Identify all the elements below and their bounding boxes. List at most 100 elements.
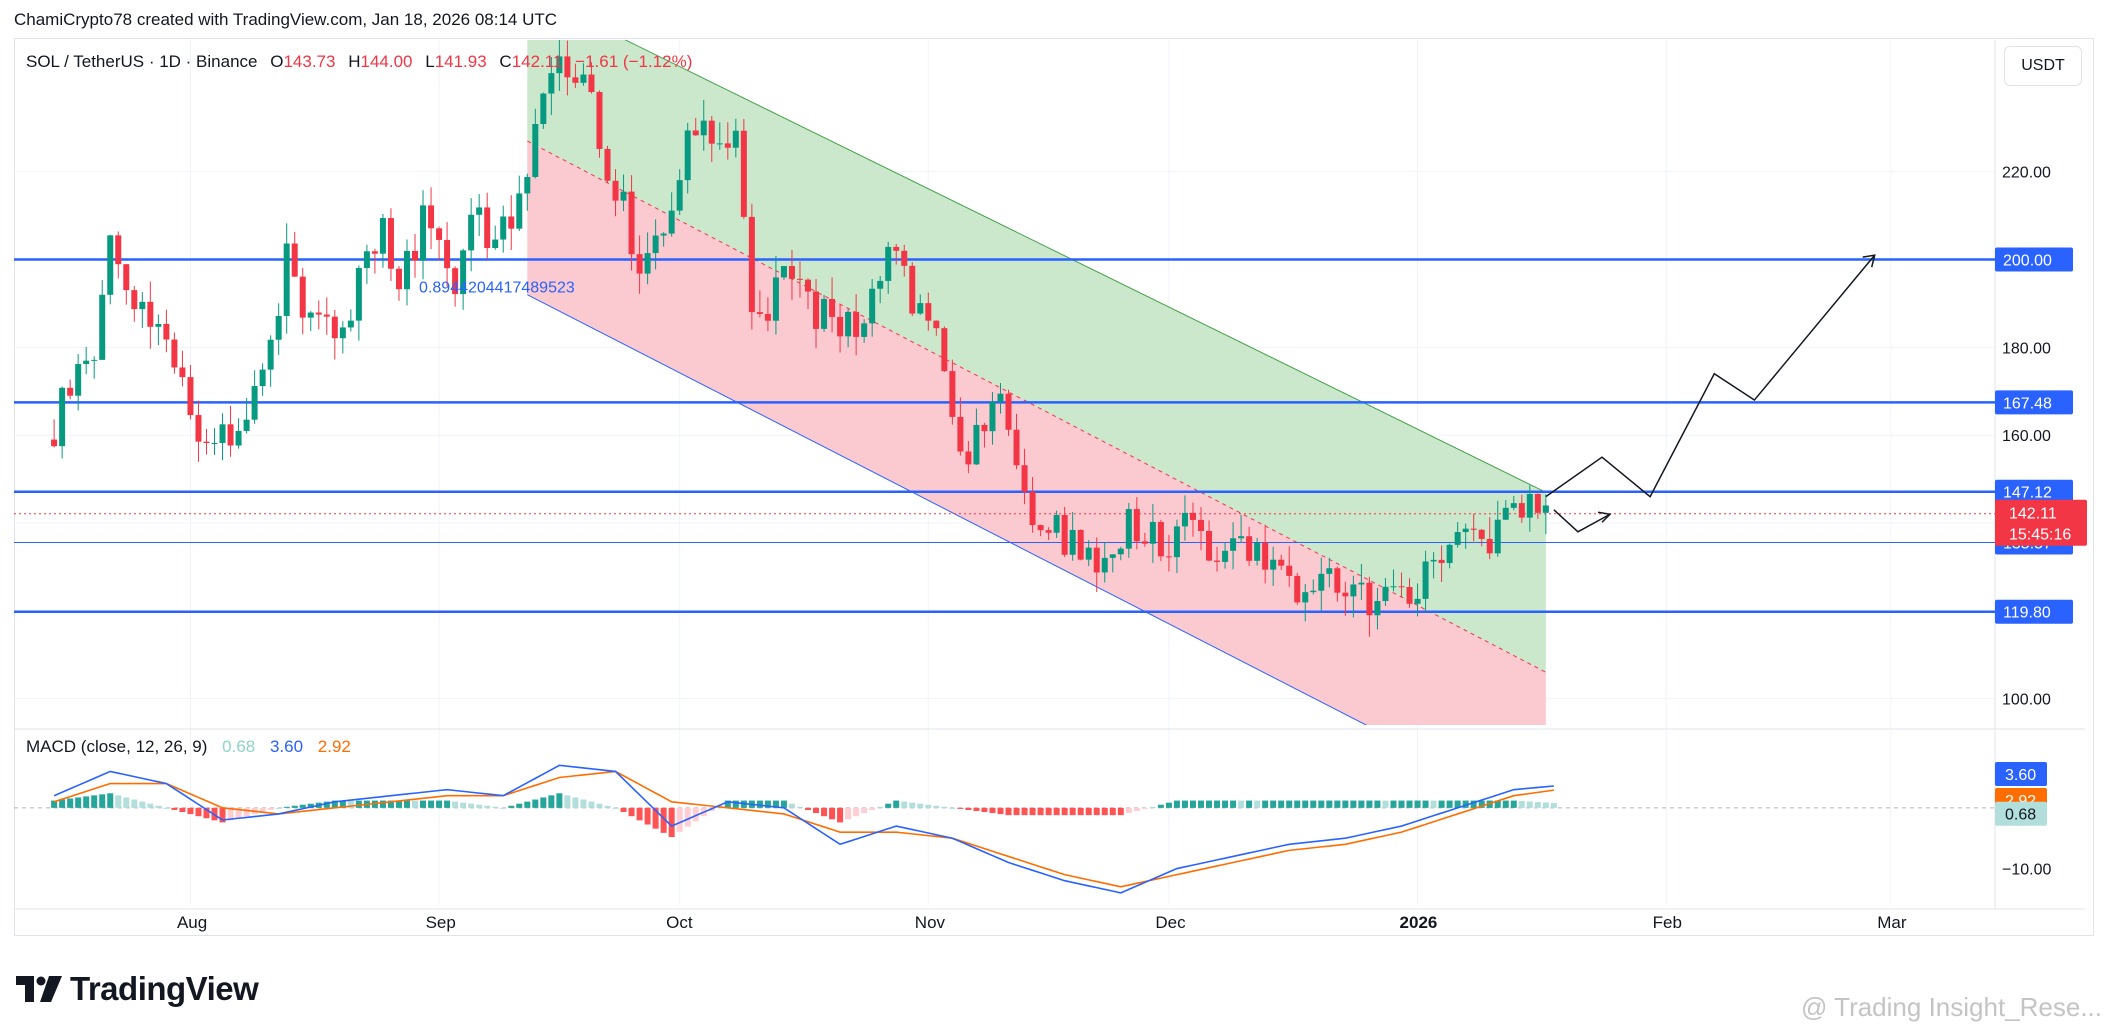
candle-body	[484, 207, 491, 249]
candle-body	[1029, 491, 1036, 526]
macd-value-tag-text: 0.68	[2005, 807, 2036, 824]
candle-body	[885, 246, 892, 281]
macd-histogram-bar	[219, 807, 226, 823]
macd-value-tag	[1995, 801, 2047, 826]
candle-body	[91, 359, 98, 361]
candle-body	[564, 56, 571, 78]
macd-histogram-bar	[676, 807, 683, 832]
candle-body	[973, 424, 980, 465]
macd-value-tag-text: 3.60	[2005, 767, 2036, 784]
candle-body	[171, 339, 178, 368]
candle-body	[1069, 529, 1076, 555]
candle-body	[596, 91, 603, 149]
candle-body	[59, 387, 66, 447]
candle-body	[492, 239, 499, 249]
candle-body	[740, 130, 747, 217]
macd-histogram-bar	[1093, 807, 1100, 816]
candle-body	[837, 316, 844, 337]
macd-histogram-bar	[1406, 800, 1413, 808]
macd-histogram-bar	[788, 803, 795, 808]
macd-histogram-bar	[323, 801, 330, 808]
symbol-name: SOL / TetherUS · 1D · Binance	[26, 52, 258, 71]
macd-histogram-bar	[548, 795, 555, 808]
candle-body	[516, 193, 523, 229]
macd-histogram-bar	[524, 801, 531, 808]
candle-body	[412, 250, 419, 261]
macd-histogram-bar	[67, 798, 74, 808]
candle-body	[1246, 536, 1253, 561]
candle-body	[1133, 509, 1140, 542]
candle-body	[772, 277, 779, 321]
price-chart[interactable]: 0.8944204417489523 100.00 160.00 180.00 220.…	[0, 0, 2114, 940]
candle-body	[147, 301, 154, 327]
macd-label: MACD (close, 12, 26, 9)	[26, 737, 208, 756]
macd-histogram-bar	[147, 803, 154, 808]
macd-histogram-bar	[331, 800, 338, 808]
macd-histogram-bar	[1390, 800, 1397, 808]
candle-body	[1085, 547, 1092, 560]
macd-histogram-bar	[1302, 800, 1309, 808]
macd-histogram-bar	[1366, 800, 1373, 808]
macd-signal-line	[53, 770, 1554, 888]
candle-body	[67, 387, 74, 396]
candle-body	[1342, 592, 1349, 597]
currency-button[interactable]: USDT	[2004, 46, 2082, 86]
macd-histogram-bar	[452, 801, 459, 808]
change-value: −1.61 (−1.12%)	[575, 52, 693, 71]
high-value: 144.00	[360, 52, 413, 71]
macd-histogram-bar	[1454, 800, 1461, 808]
level-price-tag-text: 119.80	[2003, 605, 2051, 622]
macd-histogram-bar	[1238, 800, 1245, 808]
candle-body	[1101, 557, 1108, 573]
macd-histogram-bar	[1398, 800, 1405, 808]
candle-body	[1270, 559, 1277, 570]
candle-body	[1173, 526, 1180, 558]
macd-histogram-bar	[1318, 800, 1325, 808]
candle-body	[756, 312, 763, 314]
candle-body	[1214, 560, 1221, 562]
open-label: O	[270, 52, 284, 71]
candle-body	[620, 191, 627, 201]
macd-histogram-bar	[604, 805, 611, 808]
macd-histogram-bar	[403, 800, 410, 808]
macd-histogram-bar	[636, 807, 643, 821]
candle-body	[1366, 582, 1373, 616]
macd-histogram-bar	[227, 807, 234, 821]
tradingview-logo[interactable]: TradingView	[16, 970, 259, 1008]
candle-body	[1181, 512, 1188, 527]
candle-body	[981, 424, 988, 432]
candle-body	[644, 253, 651, 274]
level-price-tag-text: 167.48	[2003, 395, 2052, 412]
candle-body	[1398, 586, 1405, 588]
macd-histogram-bar	[877, 806, 884, 808]
macd-histogram-bar	[957, 807, 964, 809]
candle-body	[1125, 509, 1132, 549]
macd-histogram-bar	[1069, 807, 1076, 816]
macd-histogram-bar	[243, 807, 250, 817]
candle-body	[371, 251, 378, 254]
candle-body	[853, 311, 860, 337]
candle-body	[1254, 542, 1261, 561]
macd-histogram-bar	[1173, 800, 1180, 808]
macd-histogram-bar	[1286, 800, 1293, 808]
macd-histogram-bar	[1342, 800, 1349, 808]
macd-histogram-bar	[1125, 807, 1132, 814]
macd-histogram-bar	[1542, 802, 1549, 808]
candle-body	[1326, 568, 1333, 574]
macd-histogram-bar	[564, 795, 571, 808]
candle-body	[821, 298, 828, 329]
candle-body	[115, 235, 122, 265]
candle-body	[1446, 544, 1453, 564]
macd-histogram-bar	[59, 799, 66, 808]
candle-body	[444, 239, 451, 269]
macd-histogram-bar	[853, 807, 860, 817]
candle-body	[1013, 429, 1020, 466]
candle-body	[307, 312, 314, 318]
candle-body	[227, 424, 234, 446]
macd-histogram-bar	[468, 803, 475, 808]
time-axis-label: Feb	[1653, 913, 1682, 932]
macd-histogram-bar	[1534, 801, 1541, 808]
macd-histogram-bar	[532, 799, 539, 808]
macd-histogram-bar	[1422, 800, 1429, 808]
macd-histogram-bar	[187, 807, 194, 815]
